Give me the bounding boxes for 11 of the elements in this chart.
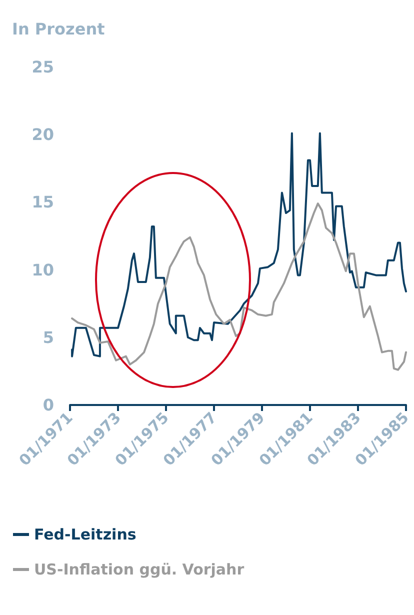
y-tick-label: 25	[32, 58, 54, 76]
y-axis-title: In Prozent	[12, 20, 106, 38]
y-tick-label: 5	[42, 328, 54, 347]
line-series	[71, 132, 407, 358]
legend-label: Fed-Leitzins	[34, 526, 136, 544]
y-tick-label: 20	[32, 125, 54, 144]
line-series	[71, 202, 407, 371]
y-tick-label: 15	[32, 192, 54, 212]
y-tick-label: 10	[32, 260, 54, 280]
y-tick-label: 0	[42, 396, 54, 414]
legend-label: US-Inflation ggü. Vorjahr	[34, 560, 245, 578]
